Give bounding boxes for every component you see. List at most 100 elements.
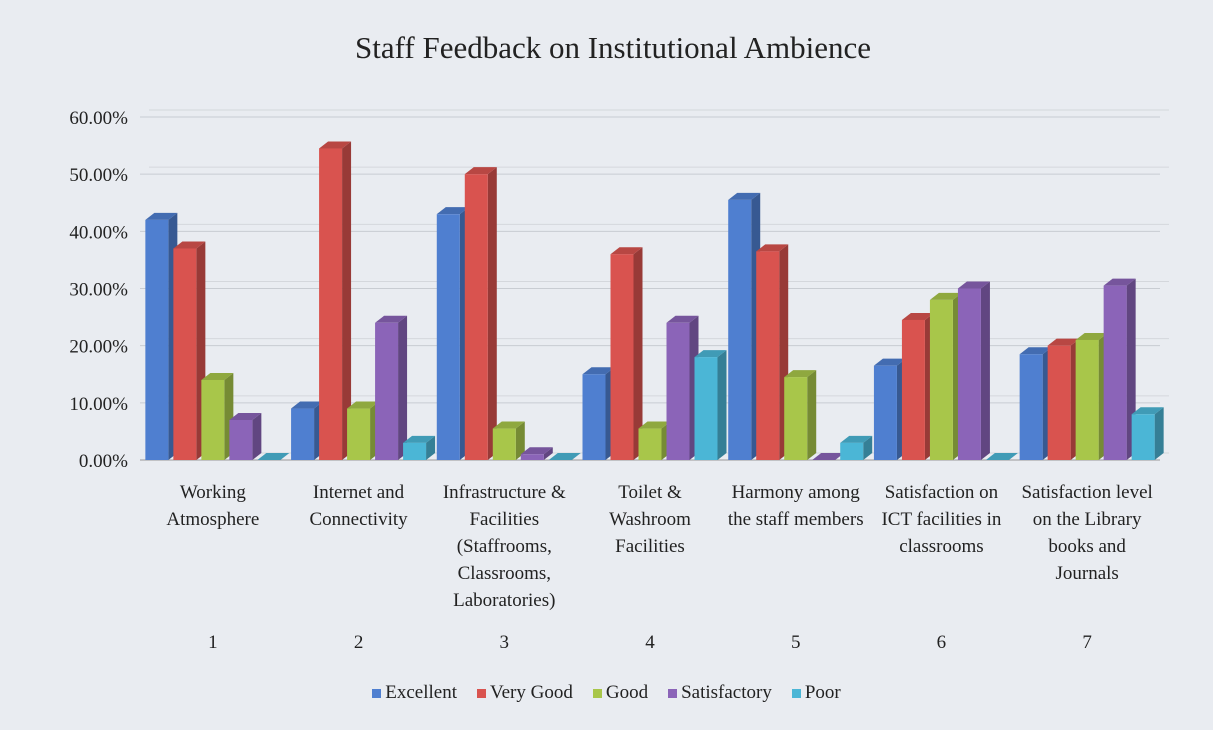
bar-top	[784, 370, 817, 378]
bar-top	[173, 241, 206, 249]
bar-top	[319, 141, 352, 149]
bar	[1019, 354, 1043, 460]
legend-label: Good	[605, 682, 649, 703]
legend-item: Poor	[791, 682, 841, 704]
x-group-number: 6	[936, 632, 947, 653]
bar-side	[543, 447, 553, 460]
bar-side	[426, 435, 436, 460]
bar	[403, 442, 427, 460]
y-tick-label: 40.00%	[69, 222, 128, 243]
legend-label: Very Good	[489, 682, 573, 703]
y-tick-label: 10.00%	[69, 394, 128, 415]
bar-top	[840, 435, 873, 443]
bar-top	[436, 207, 469, 215]
bar-side	[717, 350, 727, 460]
x-group-number: 7	[1082, 632, 1092, 653]
x-group-number: 4	[645, 632, 655, 653]
bar-top	[145, 212, 178, 220]
bar-side	[252, 412, 262, 460]
x-tick-label: Harmony among the staff members	[727, 482, 864, 530]
bar	[436, 214, 460, 460]
bar-top	[582, 367, 615, 375]
bar-top	[548, 453, 581, 460]
bar-top	[492, 421, 525, 429]
bar	[728, 199, 752, 460]
bar	[756, 251, 780, 460]
x-group-number: 3	[499, 632, 510, 653]
bar-side	[1154, 407, 1164, 460]
bar	[375, 322, 399, 460]
bar-top	[756, 244, 789, 252]
bar	[520, 454, 544, 460]
bar	[145, 219, 169, 460]
bar-top	[873, 358, 906, 366]
bar	[347, 408, 371, 460]
bar-top	[985, 453, 1018, 460]
bar	[1075, 339, 1099, 460]
bar-top	[929, 292, 962, 300]
bar	[840, 442, 864, 460]
bar-top	[257, 453, 290, 460]
bar	[1131, 414, 1155, 460]
bar	[666, 322, 690, 460]
y-tick-label: 20.00%	[69, 337, 128, 358]
bar-side	[980, 281, 990, 460]
bar-top	[229, 412, 262, 420]
legend-item: Very Good	[476, 682, 573, 704]
bar-top	[520, 447, 553, 455]
bar	[957, 288, 981, 460]
bar-side	[633, 247, 643, 460]
bar-top	[347, 401, 380, 409]
bar-side	[398, 315, 408, 460]
legend-swatch	[476, 688, 486, 698]
bar	[929, 299, 953, 460]
bar	[1047, 345, 1071, 460]
bar-top	[901, 312, 934, 320]
x-tick-label: Satisfaction level on the Library books …	[1021, 482, 1153, 584]
y-tick-label: 0.00%	[79, 451, 128, 472]
bar	[229, 419, 253, 460]
bar-top	[1075, 332, 1108, 340]
bar-top	[728, 192, 761, 200]
bar-top	[1103, 278, 1136, 286]
bar-top	[291, 401, 324, 409]
legend-item: Excellent	[372, 682, 457, 704]
x-group-number: 1	[208, 632, 218, 653]
bar-side	[807, 370, 817, 460]
y-tick-label: 60.00%	[69, 108, 128, 129]
x-tick-label: Internet and Connectivity	[309, 482, 408, 530]
legend-swatch	[668, 688, 678, 698]
bar	[319, 148, 343, 461]
bar-side	[487, 167, 497, 460]
chart-title: Staff Feedback on Institutional Ambience	[355, 30, 871, 65]
bar-side	[515, 421, 525, 460]
bar	[901, 319, 925, 460]
bar-top	[812, 453, 845, 460]
bar	[638, 428, 662, 460]
bar-top	[201, 372, 234, 380]
legend-swatch	[791, 688, 801, 698]
legend-item: Good	[592, 682, 649, 704]
bar	[291, 408, 315, 460]
bar	[1103, 285, 1127, 460]
bar-top	[1019, 347, 1052, 355]
bar-side	[863, 435, 873, 460]
bar	[201, 379, 225, 460]
bar	[784, 377, 808, 460]
legend-swatch	[592, 688, 602, 698]
bar-top	[1131, 407, 1164, 415]
bar	[582, 374, 606, 460]
legend-item: Satisfactory	[668, 682, 772, 704]
x-tick-label: Infrastructure & Facilities (Staffrooms,…	[442, 482, 566, 611]
x-group-number: 5	[790, 632, 801, 653]
bar	[464, 174, 488, 460]
bar	[492, 428, 516, 460]
x-tick-label: Working Atmosphere	[166, 482, 260, 530]
bar	[173, 248, 197, 460]
bar-top	[610, 247, 643, 255]
bar-side	[342, 141, 352, 461]
bar-top	[1047, 338, 1080, 346]
bar	[610, 254, 634, 460]
